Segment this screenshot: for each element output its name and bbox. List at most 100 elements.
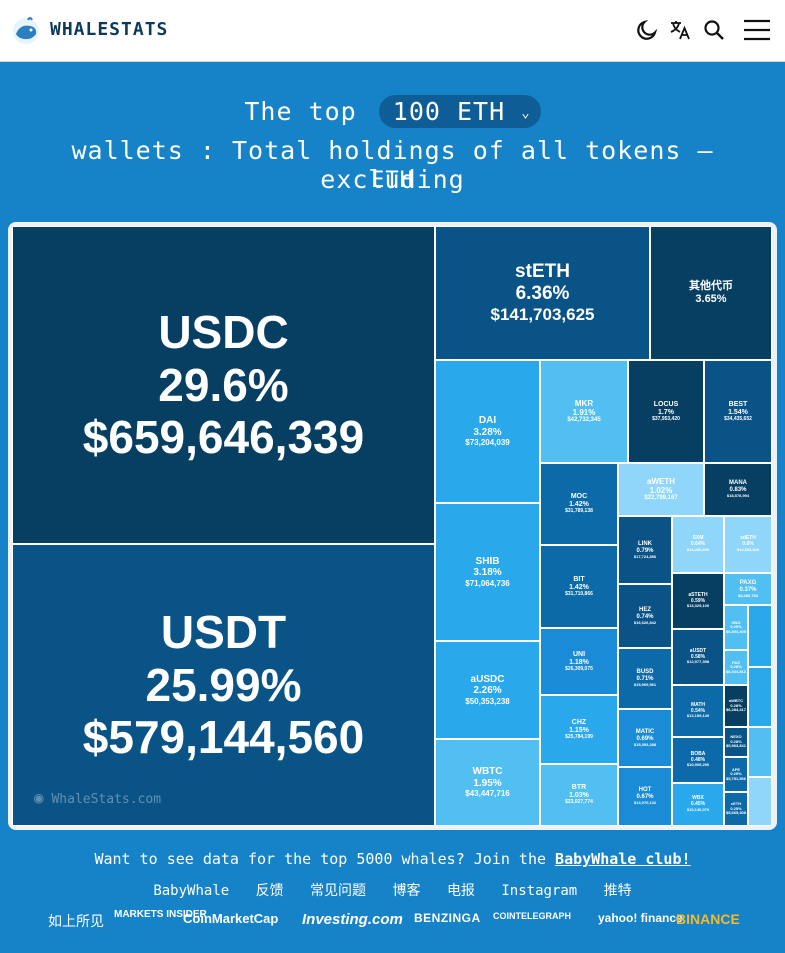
- tile-hez[interactable]: HEZ 0.74% $16,626,842: [618, 584, 672, 648]
- benzinga-logo[interactable]: BENZINGA: [414, 911, 481, 925]
- search-icon[interactable]: [702, 18, 726, 42]
- footer-link-feedback[interactable]: 反馈: [255, 883, 284, 899]
- tile-pct: 0.45%: [690, 801, 706, 808]
- tile-wbx[interactable]: WBX 0.45% $10,146,079: [672, 783, 724, 826]
- wallet-size-selector[interactable]: 100 ETH ⌄: [378, 95, 541, 128]
- brand-name[interactable]: WHALESTATS: [50, 19, 169, 40]
- tile-pct: 0.69%: [636, 735, 654, 742]
- watermark-text: WhaleStats.com: [51, 792, 162, 807]
- tile-pct: 1.42%: [569, 501, 589, 509]
- tile-ceth[interactable]: cETH 0.25% $5,665,408: [724, 792, 748, 826]
- translate-icon[interactable]: [668, 18, 692, 42]
- tile-shib[interactable]: SHIB 3.18% $71,064,736: [435, 503, 540, 641]
- babywhale-club-link[interactable]: BabyWhale club!: [555, 850, 691, 868]
- footer-link-instagram[interactable]: Instagram: [501, 883, 578, 899]
- footer-link-blog[interactable]: 博客: [392, 883, 421, 899]
- cta-line: Want to see data for the top 5000 whales…: [0, 850, 785, 868]
- tile-value: $18,578,994: [726, 493, 750, 499]
- coinmarketcap-logo[interactable]: CoinMarketCap: [183, 911, 279, 926]
- yahoo-finance-logo[interactable]: yahoo! finance: [598, 911, 683, 925]
- tile-aweth[interactable]: aWETH 1.02% $22,799,167: [618, 463, 704, 516]
- tile-pct: 0.59%: [690, 597, 706, 604]
- tile-name: cETH: [730, 801, 742, 807]
- tile-usdc[interactable]: USDC 29.6% $659,646,339: [12, 226, 435, 544]
- tile-name: MATH: [690, 701, 706, 708]
- watermark-whale-icon: ◉: [34, 788, 44, 807]
- tile-asteth[interactable]: aSTETH 0.59% $13,329,100: [672, 573, 724, 629]
- tile-mkr[interactable]: MKR 1.91% $42,732,345: [540, 360, 628, 463]
- tile-hot[interactable]: HOT 0.67% $14,970,132: [618, 767, 672, 826]
- tile-paxg[interactable]: PAXG 0.37% $8,389,766: [724, 573, 772, 605]
- markets-insider-logo[interactable]: MARKETS INSIDER: [114, 909, 207, 920]
- footer-link-babywhale[interactable]: BabyWhale: [153, 883, 230, 899]
- tile-nexo[interactable]: NEXO 0.28% $5,963,841: [724, 727, 748, 757]
- token-treemap: USDC 29.6% $659,646,339 USDT 25.99% $579,144,…: [8, 222, 777, 830]
- tile-math[interactable]: MATH 0.54% $12,159,149: [672, 685, 724, 737]
- tile-boba[interactable]: BOBA 0.48% $10,905,290: [672, 737, 724, 783]
- tile-sxm[interactable]: SXM 0.64% $14,280,689: [672, 516, 724, 573]
- tile-moc[interactable]: MOC 1.42% $31,789,138: [540, 463, 618, 545]
- tile-name: MANA: [729, 480, 747, 487]
- tile-name: PAXG: [739, 579, 757, 586]
- tile-awbtc[interactable]: aWBTC 0.28% $6,284,417: [724, 685, 748, 727]
- tile-name: USDC: [158, 305, 289, 358]
- tile-value: $141,703,625: [490, 305, 595, 325]
- tile-pct: 3.18%: [473, 567, 502, 579]
- tile-value: $37,953,420: [652, 415, 680, 422]
- tile-locus[interactable]: LOCUS 1.7% $37,953,420: [628, 360, 704, 463]
- tile-small-token[interactable]: [748, 727, 772, 777]
- tile-chz[interactable]: CHZ 1.15% $25,784,199: [540, 695, 618, 764]
- tile-usdt[interactable]: USDT 25.99% $579,144,560: [12, 544, 435, 826]
- tile-ausdc[interactable]: aUSDC 2.26% $50,353,238: [435, 641, 540, 739]
- tile-small-token[interactable]: [748, 605, 772, 667]
- tile-uni[interactable]: UNI 1.18% $26,309,075: [540, 628, 618, 695]
- tile-pct: 1.15%: [569, 726, 589, 734]
- tile-name: sdETH: [740, 535, 756, 542]
- tile-link[interactable]: LINK 0.79% $17,724,856: [618, 516, 672, 584]
- tile-sdeth[interactable]: sdETH 0.6% $13,528,828: [724, 516, 772, 573]
- binance-logo[interactable]: BINANCE: [676, 911, 740, 927]
- cointelegraph-logo[interactable]: COINTELEGRAPH: [493, 911, 572, 921]
- tile-pax[interactable]: PAX 0.28% $6,344,812: [724, 650, 748, 685]
- tile-wbtc[interactable]: WBTC 1.95% $43,447,716: [435, 739, 540, 826]
- tile-value: $6,344,812: [725, 668, 747, 674]
- tile--[interactable]: 其他代币 3.65%: [650, 226, 772, 360]
- moon-icon[interactable]: [635, 18, 659, 42]
- whale-logo-icon[interactable]: [10, 14, 42, 46]
- tile-name: DAI: [478, 415, 497, 427]
- tile-dai[interactable]: DAI 3.28% $73,204,039: [435, 360, 540, 503]
- tile-value: $13,528,828: [736, 546, 760, 552]
- tile-ape[interactable]: APE 0.25% $5,751,566: [724, 757, 748, 792]
- tile-mana[interactable]: MANA 0.83% $18,578,994: [704, 463, 772, 516]
- tile-name: HOT: [638, 787, 652, 794]
- tile-value: $50,353,238: [465, 696, 510, 706]
- tile-small-token[interactable]: [748, 667, 772, 727]
- tile-bit[interactable]: BIT 1.42% $31,710,866: [540, 545, 618, 628]
- tile-name: NEXO: [730, 734, 742, 740]
- tile-pct: 0.28%: [730, 738, 742, 744]
- footer-link-twitter[interactable]: 推特: [603, 883, 632, 899]
- tile-value: $16,626,842: [633, 619, 657, 625]
- tile-value: $43,447,716: [465, 789, 510, 799]
- tile-name: BTR: [571, 784, 587, 792]
- tile-small-token[interactable]: [748, 777, 772, 826]
- tile-name: USDT: [160, 605, 287, 658]
- tile-value: $659,646,339: [82, 411, 365, 464]
- tile-ausdt[interactable]: aUSDT 0.58% $12,977,398: [672, 629, 724, 685]
- tile-value: $23,027,774: [565, 799, 593, 806]
- investing-logo[interactable]: Investing.com: [302, 911, 403, 928]
- menu-icon[interactable]: [743, 18, 771, 42]
- tile-matic[interactable]: MATIC 0.69% $15,393,288: [618, 709, 672, 767]
- tile-value: $25,784,199: [565, 733, 593, 740]
- footer-link-faq[interactable]: 常见问题: [310, 883, 367, 899]
- tile-gno[interactable]: GNO 0.29% $6,504,409: [724, 605, 748, 650]
- tile-pct: 0.54%: [690, 707, 706, 714]
- tile-btr[interactable]: BTR 1.03% $23,027,774: [540, 764, 618, 826]
- tile-busd[interactable]: BUSD 0.71% $15,969,561: [618, 648, 672, 709]
- footer-link-telegram[interactable]: 电报: [446, 883, 475, 899]
- top-bar: WHALESTATS: [0, 0, 785, 62]
- tile-best[interactable]: BEST 1.54% $34,435,652: [704, 360, 772, 463]
- tile-value: $31,789,138: [565, 508, 593, 515]
- tile-steth[interactable]: stETH 6.36% $141,703,625: [435, 226, 650, 360]
- tile-value: $15,969,561: [633, 682, 657, 688]
